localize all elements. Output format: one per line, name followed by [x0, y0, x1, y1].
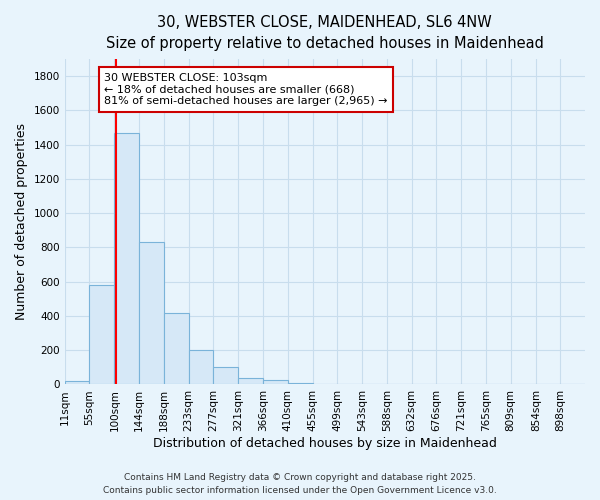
X-axis label: Distribution of detached houses by size in Maidenhead: Distribution of detached houses by size … — [153, 437, 497, 450]
Y-axis label: Number of detached properties: Number of detached properties — [15, 124, 28, 320]
Title: 30, WEBSTER CLOSE, MAIDENHEAD, SL6 4NW
Size of property relative to detached hou: 30, WEBSTER CLOSE, MAIDENHEAD, SL6 4NW S… — [106, 15, 544, 51]
Bar — [238, 378, 263, 384]
Bar — [263, 380, 287, 384]
Bar — [287, 382, 313, 384]
Text: Contains HM Land Registry data © Crown copyright and database right 2025.
Contai: Contains HM Land Registry data © Crown c… — [103, 474, 497, 495]
Bar — [189, 350, 214, 384]
Bar — [214, 368, 238, 384]
Bar — [89, 285, 115, 384]
Bar — [65, 381, 89, 384]
Bar — [115, 132, 139, 384]
Bar — [139, 242, 164, 384]
Bar — [164, 312, 189, 384]
Text: 30 WEBSTER CLOSE: 103sqm
← 18% of detached houses are smaller (668)
81% of semi-: 30 WEBSTER CLOSE: 103sqm ← 18% of detach… — [104, 73, 388, 106]
